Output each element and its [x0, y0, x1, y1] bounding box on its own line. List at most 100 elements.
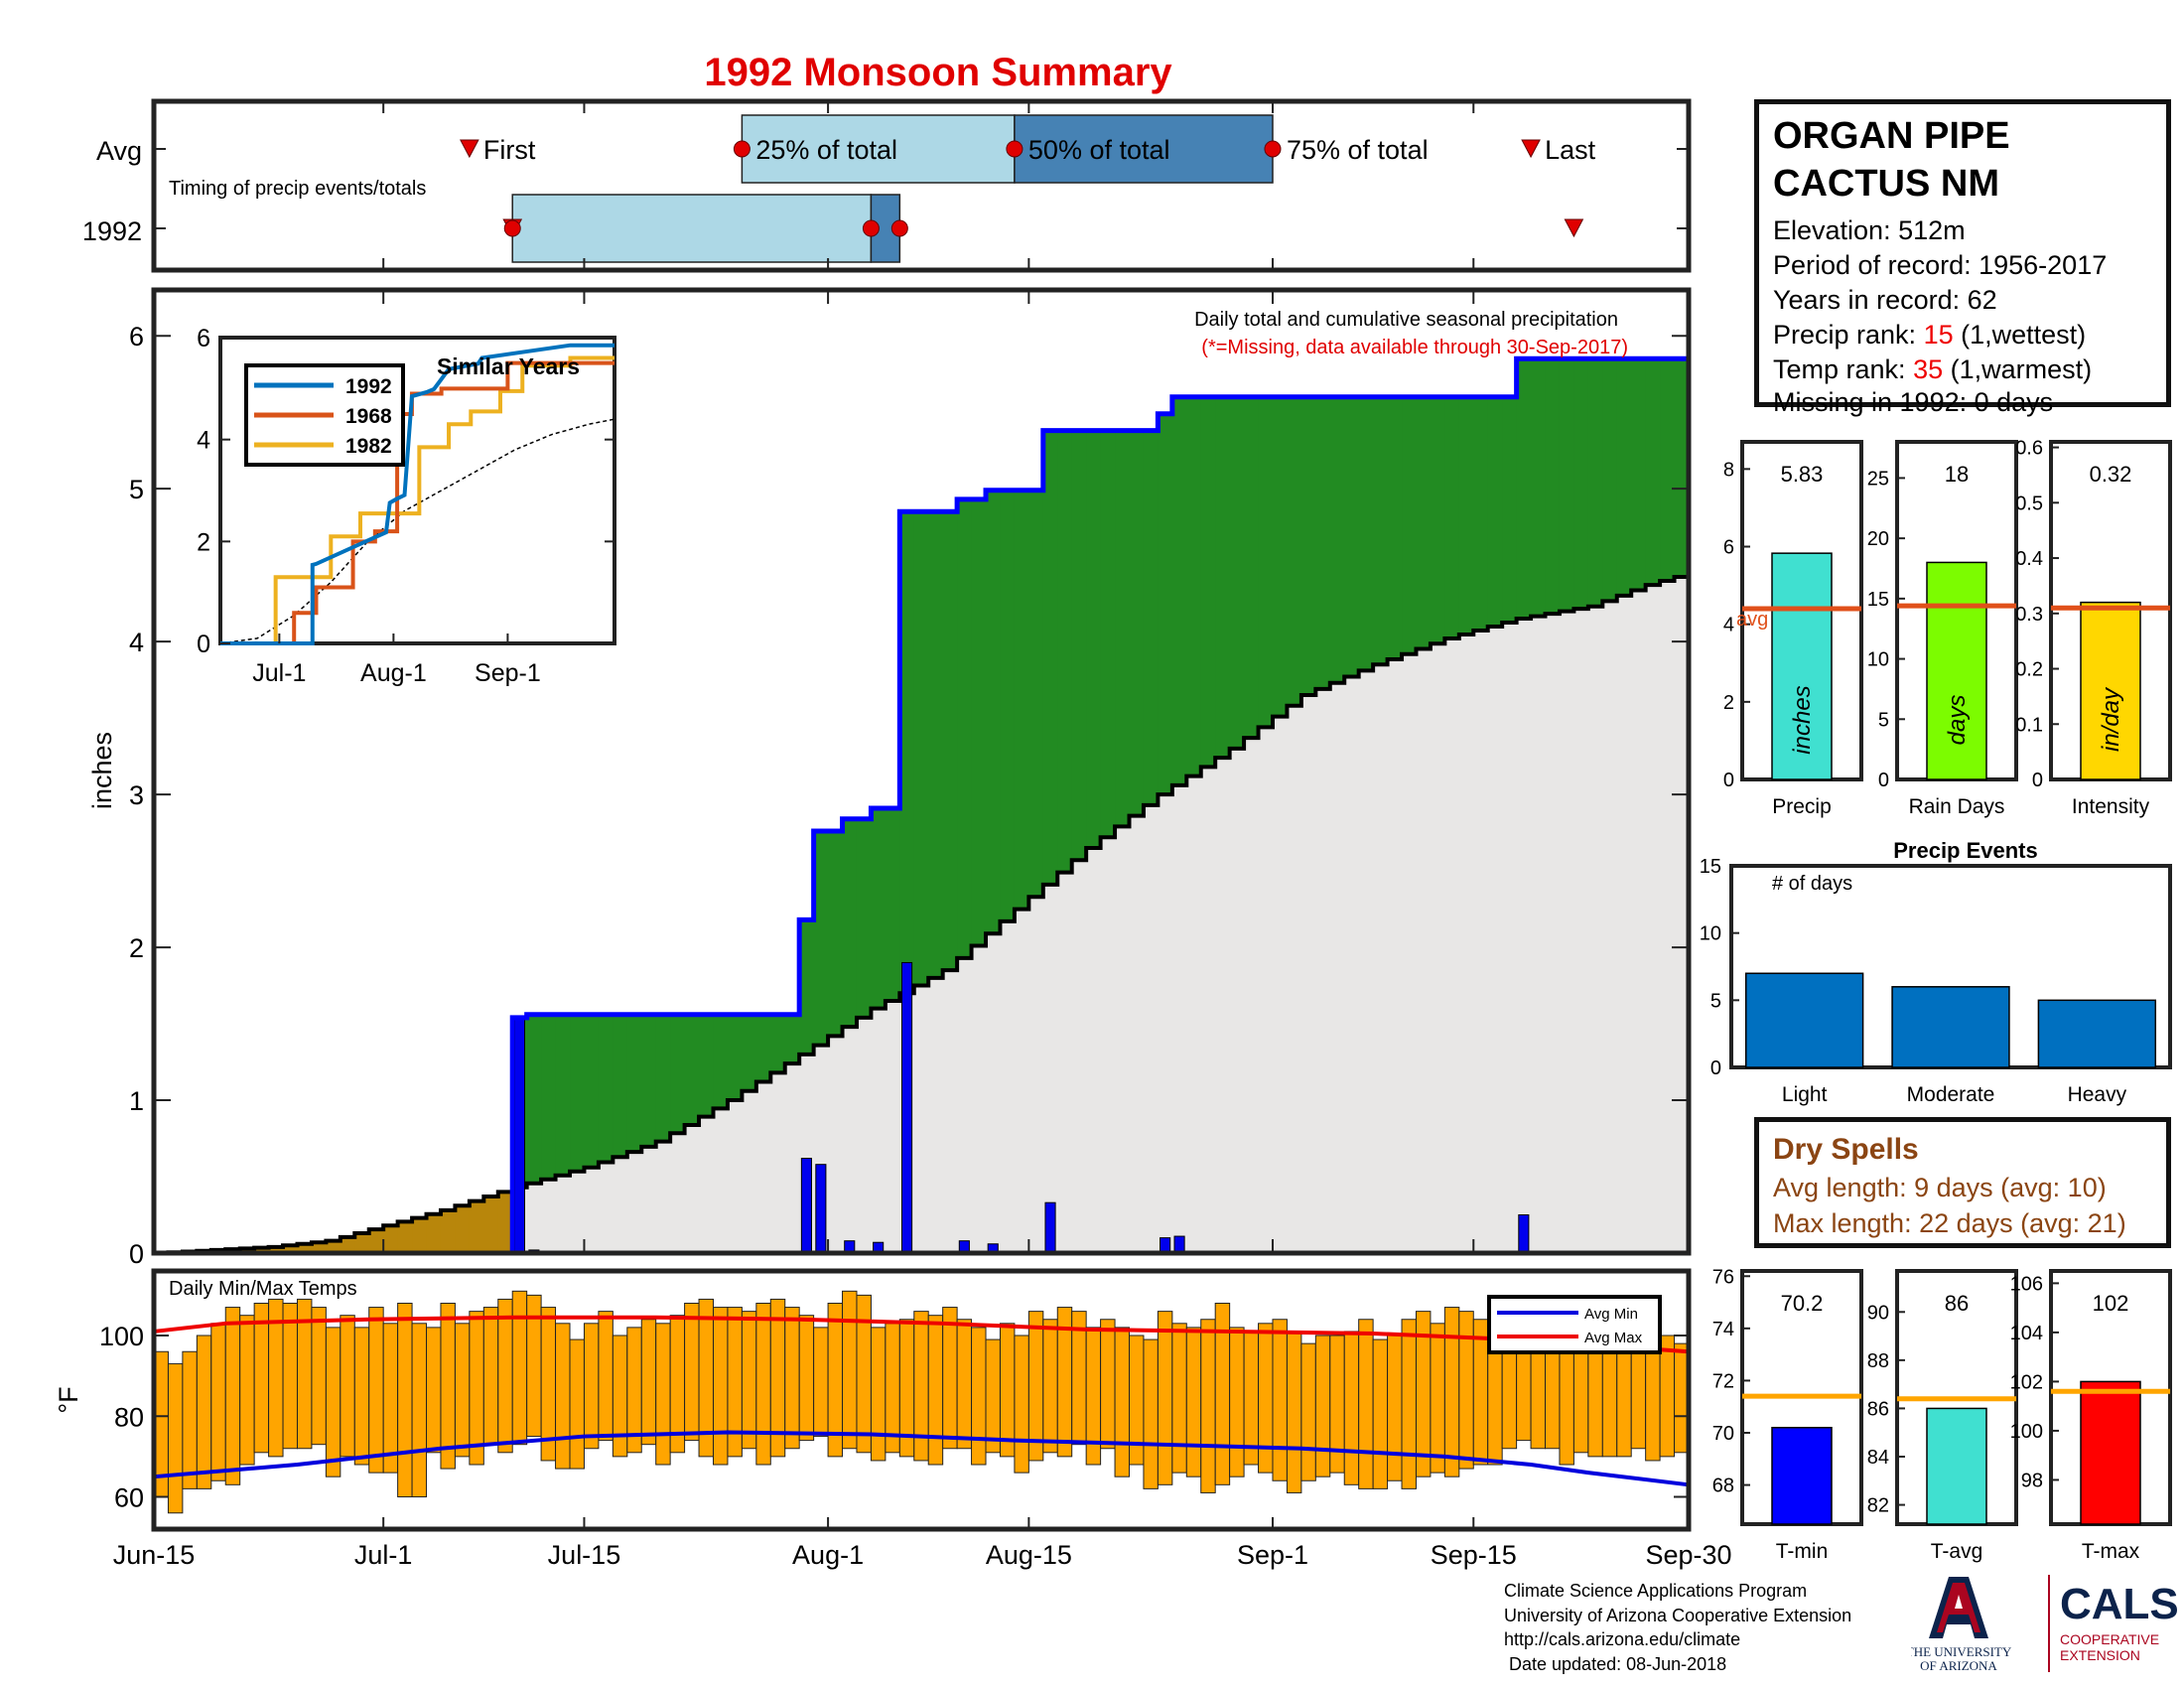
above-avg-fill — [1587, 358, 1603, 607]
season-rain-days-unit-label: days — [1944, 695, 1971, 746]
below-avg-fill — [368, 1229, 384, 1253]
below-avg-fill — [497, 1192, 513, 1253]
inset-legend-label-1982: 1982 — [345, 435, 392, 458]
above-avg-fill — [1602, 358, 1618, 602]
precip-events-category-label: Light — [1782, 1083, 1828, 1106]
daily-temp-bar — [640, 1319, 657, 1446]
above-avg-fill — [1502, 396, 1518, 624]
logo-divider — [2048, 1575, 2050, 1672]
precip-events-bar-moderate — [1891, 986, 2010, 1068]
credits-line1: Climate Science Applications Program — [1504, 1581, 1808, 1601]
below-avg-fill — [340, 1236, 355, 1253]
season-intensity-y-tick-label: 0.4 — [2015, 548, 2043, 570]
temp-t-avg-value-label: 86 — [1945, 1291, 1969, 1316]
daily-temp-bar — [1458, 1311, 1474, 1470]
daily-temp-bar — [1185, 1327, 1202, 1477]
season-precip-value-label: 5.83 — [1781, 462, 1824, 487]
above-avg-fill — [1545, 358, 1561, 615]
dry-spells-avg-length: Avg length: 9 days (avg: 10) — [1773, 1173, 2107, 1202]
temp-t-max-y-tick-label: 102 — [2010, 1371, 2043, 1393]
inset-series-1982 — [220, 355, 614, 645]
season-intensity-y-tick-label: 0.3 — [2015, 604, 2043, 626]
below-avg-fill — [326, 1240, 341, 1253]
credits-line2: University of Arizona Cooperative Extens… — [1504, 1605, 1852, 1625]
daily-temp-bar — [497, 1298, 513, 1454]
temp-t-max-bar — [2080, 1380, 2141, 1525]
below-avg-fill — [440, 1209, 457, 1253]
above-avg-fill — [1215, 396, 1231, 759]
above-avg-fill — [928, 511, 944, 978]
year-75-marker — [890, 219, 908, 237]
temps-x-tick-label: Sep-30 — [1645, 1540, 1731, 1570]
avg-max-line — [153, 1315, 1690, 1354]
above-avg-fill — [1244, 396, 1260, 739]
station-elevation: Elevation: 512m — [1773, 215, 1966, 245]
above-avg-fill — [1171, 396, 1187, 785]
above-avg-fill — [684, 1014, 700, 1125]
below-avg-fill — [455, 1205, 471, 1253]
season-rain-days-y-tick-label: 25 — [1867, 468, 1889, 490]
temps-legend-label-max: Avg Max — [1584, 1330, 1643, 1346]
inset-y-tick-label: 0 — [197, 631, 210, 658]
season-precip-y-tick-label: 4 — [1723, 615, 1734, 636]
temp-t-min-y-tick-label: 68 — [1712, 1476, 1734, 1497]
above-avg-fill — [957, 498, 973, 958]
daily-temp-bar — [856, 1294, 872, 1454]
above-avg-fill — [655, 1014, 671, 1142]
station-name-line1: ORGAN PIPE — [1773, 115, 2010, 157]
daily-temp-bar — [1387, 1335, 1403, 1481]
daily-temp-bar — [842, 1290, 858, 1450]
daily-temp-bar — [971, 1327, 987, 1466]
temp-t-max-y-tick-label: 100 — [2010, 1421, 2043, 1443]
avg-25-marker — [733, 140, 751, 158]
avg-75-marker — [1264, 140, 1282, 158]
daily-temp-bar — [454, 1323, 471, 1458]
temp-t-max-y-tick-label: 106 — [2010, 1273, 2043, 1295]
temps-panel: 60 80 100 Jun-15 Jul-1 Jul-15 Aug-1 Aug-15 Sep-1… — [54, 1268, 1732, 1570]
timing-row-year-label: 1992 — [82, 216, 142, 246]
temp-t-avg-bar — [1926, 1407, 1987, 1525]
dry-spells-box: Dry Spells Avg length: 9 days (avg: 10) … — [1754, 1117, 2171, 1248]
above-avg-fill — [1387, 396, 1403, 659]
daily-temp-bar — [469, 1311, 484, 1466]
daily-temp-bar — [755, 1303, 771, 1466]
coop-ext-line1: COOPERATIVE — [2060, 1631, 2159, 1647]
temp-rank-label: Temp rank: — [1773, 354, 1914, 384]
daily-temp-bar — [353, 1327, 370, 1466]
above-avg-fill — [526, 1014, 542, 1184]
daily-temp-bar — [583, 1323, 600, 1450]
season-intensity-y-tick-label: 0 — [2032, 770, 2043, 791]
above-avg-fill — [770, 1014, 786, 1073]
above-avg-fill — [1458, 396, 1474, 635]
below-avg-fill — [283, 1245, 299, 1253]
temps-x-tick-label: Jul-1 — [354, 1540, 413, 1570]
daily-temp-bar — [1286, 1331, 1302, 1493]
precip-y-tick-label: 6 — [129, 322, 144, 352]
above-avg-fill — [1315, 396, 1331, 689]
daily-temp-bar — [655, 1323, 671, 1466]
timing-marker-label: 50% of total — [1028, 135, 1170, 165]
temp-t-max-category-label: T-max — [2082, 1540, 2140, 1563]
temp-t-max-y-tick-label: 98 — [2021, 1470, 2043, 1491]
inset-avg-dashed-line — [219, 418, 615, 644]
above-avg-fill — [1086, 430, 1102, 848]
above-avg-fill — [613, 1014, 628, 1158]
season-intensity-y-tick-label: 0.2 — [2015, 659, 2043, 681]
daily-temp-bar — [1372, 1338, 1389, 1489]
temp-t-avg-category-label: T-avg — [1931, 1540, 1983, 1563]
avg-last-marker — [1521, 139, 1541, 159]
temps-caption: Daily Min/Max Temps — [169, 1278, 357, 1300]
daily-temp-bar — [1171, 1323, 1187, 1474]
season-precip-bar — [1771, 552, 1833, 780]
daily-temp-bar — [555, 1323, 571, 1470]
above-avg-fill — [1042, 430, 1058, 885]
above-avg-fill — [541, 1014, 557, 1180]
precip-y-axis-label: inches — [87, 732, 117, 809]
daily-temp-bar — [1300, 1342, 1316, 1481]
above-avg-fill — [1674, 358, 1690, 577]
below-avg-fill — [297, 1243, 313, 1253]
daily-precip-bar — [513, 1017, 525, 1254]
daily-temp-bar — [1530, 1338, 1547, 1450]
daily-temp-bar — [511, 1290, 528, 1446]
daily-temp-bar — [340, 1315, 355, 1458]
